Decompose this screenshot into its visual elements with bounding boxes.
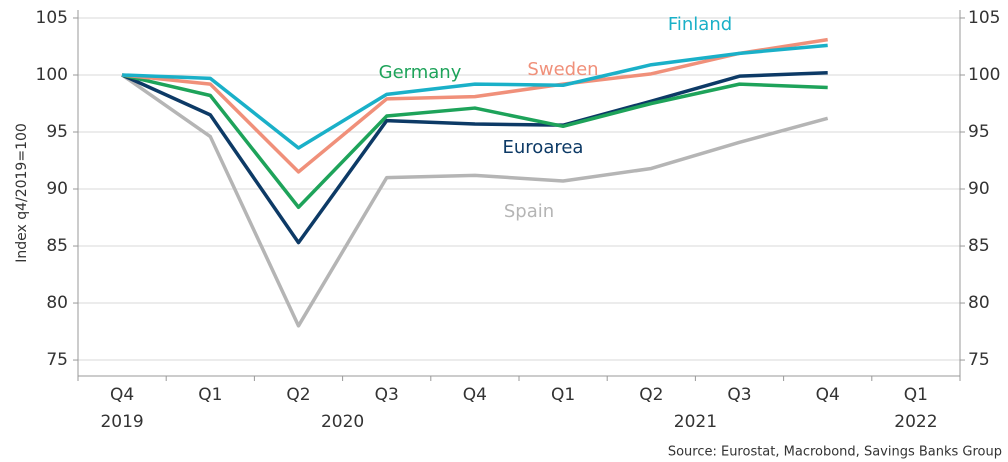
series-line bbox=[121, 70, 828, 245]
y-tick-label: 100 bbox=[36, 65, 68, 85]
y-tick-label: 85 bbox=[46, 236, 68, 256]
x-tick-label: Q4 bbox=[110, 385, 134, 405]
series-line bbox=[122, 43, 828, 150]
year-label: 2021 bbox=[674, 412, 717, 432]
series-label: Spain bbox=[504, 201, 554, 222]
y-tick-label: 105 bbox=[36, 8, 68, 28]
series-label: Germany bbox=[379, 62, 462, 83]
x-tick-label: Q2 bbox=[639, 385, 663, 405]
y-tick-label: 95 bbox=[46, 122, 68, 142]
year-label: 2020 bbox=[321, 412, 364, 432]
series-line bbox=[121, 73, 829, 328]
x-tick-label: Q2 bbox=[286, 385, 310, 405]
series-line bbox=[121, 73, 828, 210]
y2-tick-label: 90 bbox=[968, 179, 990, 199]
y-tick-label: 75 bbox=[46, 350, 68, 370]
x-tick-label: Q1 bbox=[551, 385, 575, 405]
series-label: Sweden bbox=[527, 59, 598, 80]
y2-tick-label: 95 bbox=[968, 122, 990, 142]
y2-tick-label: 100 bbox=[968, 65, 1000, 85]
x-tick-label: Q3 bbox=[727, 385, 751, 405]
x-tick-label: Q1 bbox=[198, 385, 222, 405]
y-axis-label: Index q4/2019=100 bbox=[14, 123, 30, 263]
y-tick-label: 80 bbox=[46, 293, 68, 313]
series-label: Finland bbox=[668, 14, 732, 35]
source: Source: Eurostat, Macrobond, Savings Ban… bbox=[668, 445, 1002, 460]
year-label: 2022 bbox=[894, 412, 937, 432]
y-tick-label: 90 bbox=[46, 179, 68, 199]
y2-tick-label: 80 bbox=[968, 293, 990, 313]
series-label: Euroarea bbox=[503, 137, 584, 158]
x-tick-label: Q4 bbox=[463, 385, 487, 405]
y2-tick-label: 105 bbox=[968, 8, 1000, 28]
series-line bbox=[121, 37, 828, 174]
x-tick-label: Q3 bbox=[375, 385, 399, 405]
x-tick-label: Q1 bbox=[904, 385, 928, 405]
x-tick-label: Q4 bbox=[816, 385, 840, 405]
year-label: 2019 bbox=[100, 412, 143, 432]
y2-tick-label: 75 bbox=[968, 350, 990, 370]
y2-tick-label: 85 bbox=[968, 236, 990, 256]
